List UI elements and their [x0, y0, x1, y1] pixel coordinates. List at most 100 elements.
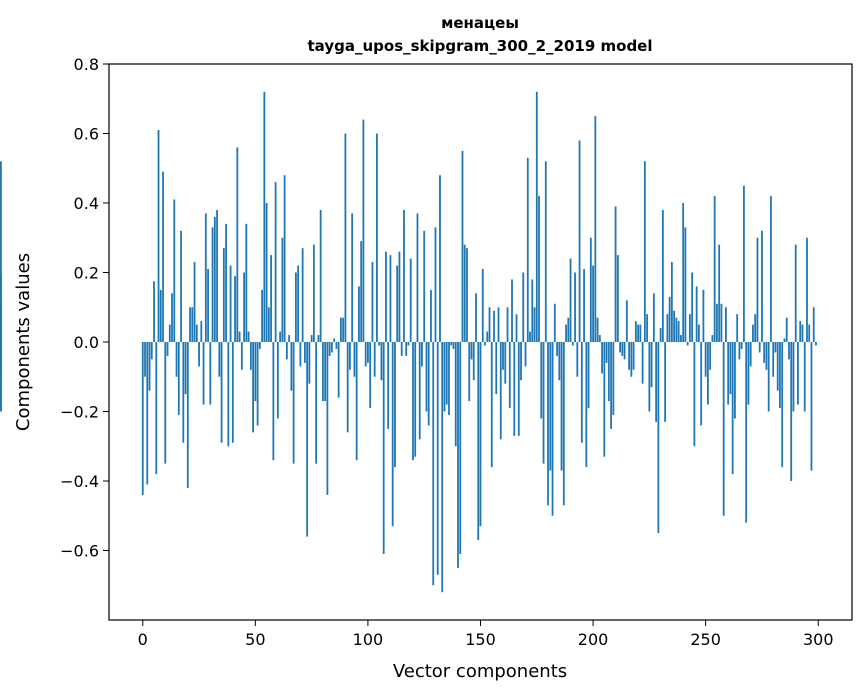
- x-axis-label: Vector components: [393, 661, 567, 682]
- bar: [580, 342, 583, 443]
- bar: [261, 289, 263, 343]
- bar: [346, 342, 349, 433]
- bar: [382, 342, 385, 554]
- bar: [211, 227, 214, 342]
- y-tick-label: 0.2: [74, 264, 99, 283]
- bar: [567, 317, 570, 342]
- bar: [432, 342, 435, 586]
- bar: [337, 342, 340, 398]
- bar: [353, 342, 356, 377]
- bar: [684, 227, 687, 342]
- bar: [776, 342, 779, 391]
- bar: [407, 342, 410, 346]
- bar: [448, 342, 450, 415]
- bar: [247, 331, 250, 342]
- bar: [443, 342, 446, 412]
- bar: [371, 262, 374, 342]
- bar: [452, 342, 455, 349]
- bar: [544, 161, 547, 342]
- bar: [535, 91, 538, 342]
- bar: [249, 342, 252, 370]
- bar: [794, 244, 797, 342]
- bar: [619, 342, 621, 353]
- bar: [0, 335, 2, 342]
- x-axis-ticks: 0 50 100 150 200 250 300: [138, 620, 834, 649]
- bar: [229, 265, 232, 342]
- bar: [709, 342, 712, 370]
- bar: [369, 342, 372, 409]
- bar: [281, 237, 284, 342]
- bar: [643, 161, 646, 342]
- bar: [504, 342, 507, 384]
- bar: [209, 342, 212, 405]
- bar: [562, 342, 565, 506]
- bar: [646, 314, 649, 342]
- x-tick-label: 300: [803, 630, 834, 649]
- bar: [558, 342, 561, 381]
- bar: [632, 342, 635, 370]
- bar: [718, 244, 721, 342]
- bar: [493, 310, 495, 342]
- x-tick-label: 150: [465, 630, 496, 649]
- bar: [349, 342, 351, 370]
- bar: [560, 342, 563, 471]
- bar: [400, 342, 403, 356]
- bar: [574, 272, 576, 342]
- bar: [358, 286, 360, 342]
- bar: [497, 307, 500, 342]
- bar: [216, 209, 218, 342]
- bar: [531, 279, 534, 342]
- bar: [774, 342, 777, 353]
- bar: [727, 342, 730, 405]
- bar: [317, 335, 320, 342]
- bar: [173, 199, 176, 342]
- bar: [159, 289, 162, 343]
- bar: [398, 251, 401, 342]
- bar: [272, 342, 275, 461]
- bar: [698, 324, 700, 343]
- bar: [367, 342, 369, 363]
- bar: [459, 342, 462, 554]
- bar: [605, 342, 608, 363]
- bar: [785, 317, 788, 342]
- bar: [279, 331, 282, 342]
- bar: [506, 307, 509, 342]
- bar: [517, 342, 520, 436]
- bar: [799, 321, 802, 342]
- bar: [186, 342, 189, 488]
- bar: [542, 342, 545, 464]
- bar: [355, 342, 358, 461]
- bar: [639, 324, 642, 343]
- bar: [691, 272, 694, 342]
- bar: [565, 324, 567, 343]
- bar: [551, 342, 554, 516]
- bar: [385, 251, 387, 342]
- bar: [177, 342, 180, 415]
- bar: [630, 342, 633, 377]
- bar: [637, 324, 640, 343]
- bar: [529, 331, 531, 342]
- bar: [607, 342, 610, 402]
- bar: [263, 91, 266, 342]
- bar: [520, 342, 522, 381]
- bar: [598, 335, 601, 342]
- bar: [220, 342, 223, 443]
- bar: [472, 342, 475, 381]
- x-tick-label: 50: [245, 630, 265, 649]
- bar: [182, 342, 185, 443]
- bar: [380, 342, 383, 381]
- bar: [677, 321, 680, 342]
- bar: [238, 331, 241, 342]
- bar: [457, 342, 459, 568]
- bar: [797, 342, 799, 405]
- bar: [526, 157, 529, 342]
- bar: [596, 317, 599, 342]
- bar: [283, 175, 286, 342]
- bar: [150, 342, 153, 360]
- bar: [481, 269, 484, 342]
- bar: [378, 342, 381, 346]
- bar: [670, 262, 673, 342]
- bar: [403, 209, 405, 342]
- bars-group: [0, 91, 817, 593]
- bar: [686, 342, 689, 346]
